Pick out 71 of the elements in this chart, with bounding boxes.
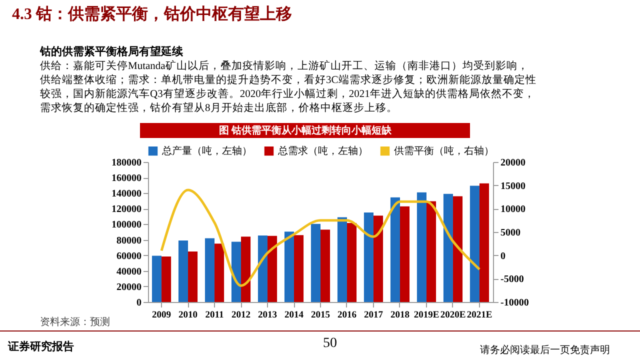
- legend-label: 供需平衡（吨，右轴）: [394, 145, 494, 158]
- text: 较强，国内新能源汽车Q3有望逐步改善。2020年行业小幅过剩，2021年进入短缺的供需格局依然不变，: [40, 87, 535, 100]
- x-tick-label: 2012: [232, 310, 251, 320]
- bar: [426, 201, 436, 302]
- x-tick-label: 2021E: [466, 310, 492, 320]
- bar: [268, 236, 278, 302]
- bar: [347, 223, 357, 302]
- bar: [390, 197, 400, 302]
- text: 图 钴供需平衡从小幅过剩转向小幅短缺: [218, 124, 392, 136]
- text: 供给端整体收缩；需求：单机带电量的提升趋势不变，看好3C端需求逐步修复；欧洲新能源放量确定性: [40, 73, 536, 86]
- bar: [214, 244, 224, 302]
- bar: [258, 236, 268, 302]
- bar: [479, 183, 490, 302]
- chart-title: 4.3 钴：供需紧平衡，钴价中枢有望上移: [12, 5, 292, 23]
- bar: [452, 196, 463, 302]
- bar: [337, 217, 347, 302]
- chart-subtitle: 钴的供需紧平衡格局有望延续: [39, 45, 184, 58]
- bar: [241, 236, 251, 302]
- line-series: [160, 188, 481, 287]
- x-tick-label: 2011: [205, 310, 224, 320]
- bar: [284, 232, 294, 302]
- bar: [294, 235, 304, 302]
- x-tick-label: 2019E: [414, 310, 440, 320]
- x-tick-label: 2010: [178, 310, 198, 320]
- bar: [470, 186, 480, 302]
- bar: [400, 206, 410, 302]
- x-tick-label: 2015: [311, 310, 330, 320]
- y-tick-label: 100000: [112, 220, 142, 231]
- x-tick-label: 2009: [152, 310, 172, 320]
- y2-tick-label: 5000: [500, 228, 520, 238]
- y2-tick-label: 15000: [500, 180, 526, 192]
- text: 资料来源：预测: [40, 316, 110, 328]
- x-tick-label: 2020E: [440, 310, 466, 320]
- y2-tick-label: 20000: [500, 158, 526, 168]
- x-tick-label: 2018: [390, 310, 410, 320]
- bar: [152, 256, 162, 302]
- x-tick-label: 2016: [338, 310, 357, 320]
- bar: [373, 216, 384, 302]
- x-tick-label: 2014: [284, 310, 304, 320]
- bar: [188, 251, 198, 302]
- text: 50: [323, 336, 337, 351]
- y-tick-label: 160000: [112, 173, 142, 184]
- bar: [162, 256, 172, 302]
- y-tick-label: 120000: [112, 204, 142, 216]
- y-tick-label: 40000: [116, 266, 142, 278]
- y2-tick-label: -5000: [500, 274, 524, 286]
- text: 供给：嘉能可关停Mutanda矿山以后，叠加疫情影响，上游矿山开工、运输（南非港口）均受到影响，: [40, 59, 528, 72]
- bar: [204, 238, 215, 302]
- bar: [178, 240, 188, 302]
- bar: [416, 192, 426, 302]
- bar: [443, 194, 453, 302]
- y-tick-label: 60000: [116, 250, 142, 262]
- y-tick-label: 0: [136, 298, 142, 308]
- text: 证券研究报告: [7, 340, 74, 353]
- y-tick-label: 80000: [116, 235, 142, 246]
- text: 请务必阅读最后一页免责声明: [480, 344, 610, 356]
- bar: [320, 230, 330, 302]
- x-tick-label: 2013: [258, 310, 278, 320]
- bar: [310, 224, 320, 302]
- legend-label: 总需求（吨，左轴）: [277, 145, 368, 158]
- y-tick-label: 180000: [112, 158, 142, 168]
- bar: [364, 212, 374, 302]
- legend-label: 总产量（吨，左轴）: [161, 145, 252, 158]
- bar: [231, 242, 242, 302]
- text: 需求恢复的确定性强，钴价有望从8月开始走出底部，价格中枢逐步上移。: [40, 101, 398, 114]
- y2-tick-label: -10000: [500, 298, 529, 308]
- y-tick-label: 20000: [116, 282, 142, 293]
- y-tick-label: 140000: [112, 188, 142, 200]
- x-tick-label: 2017: [364, 310, 384, 320]
- y2-tick-label: 0: [500, 250, 506, 262]
- y2-tick-label: 10000: [500, 204, 526, 216]
